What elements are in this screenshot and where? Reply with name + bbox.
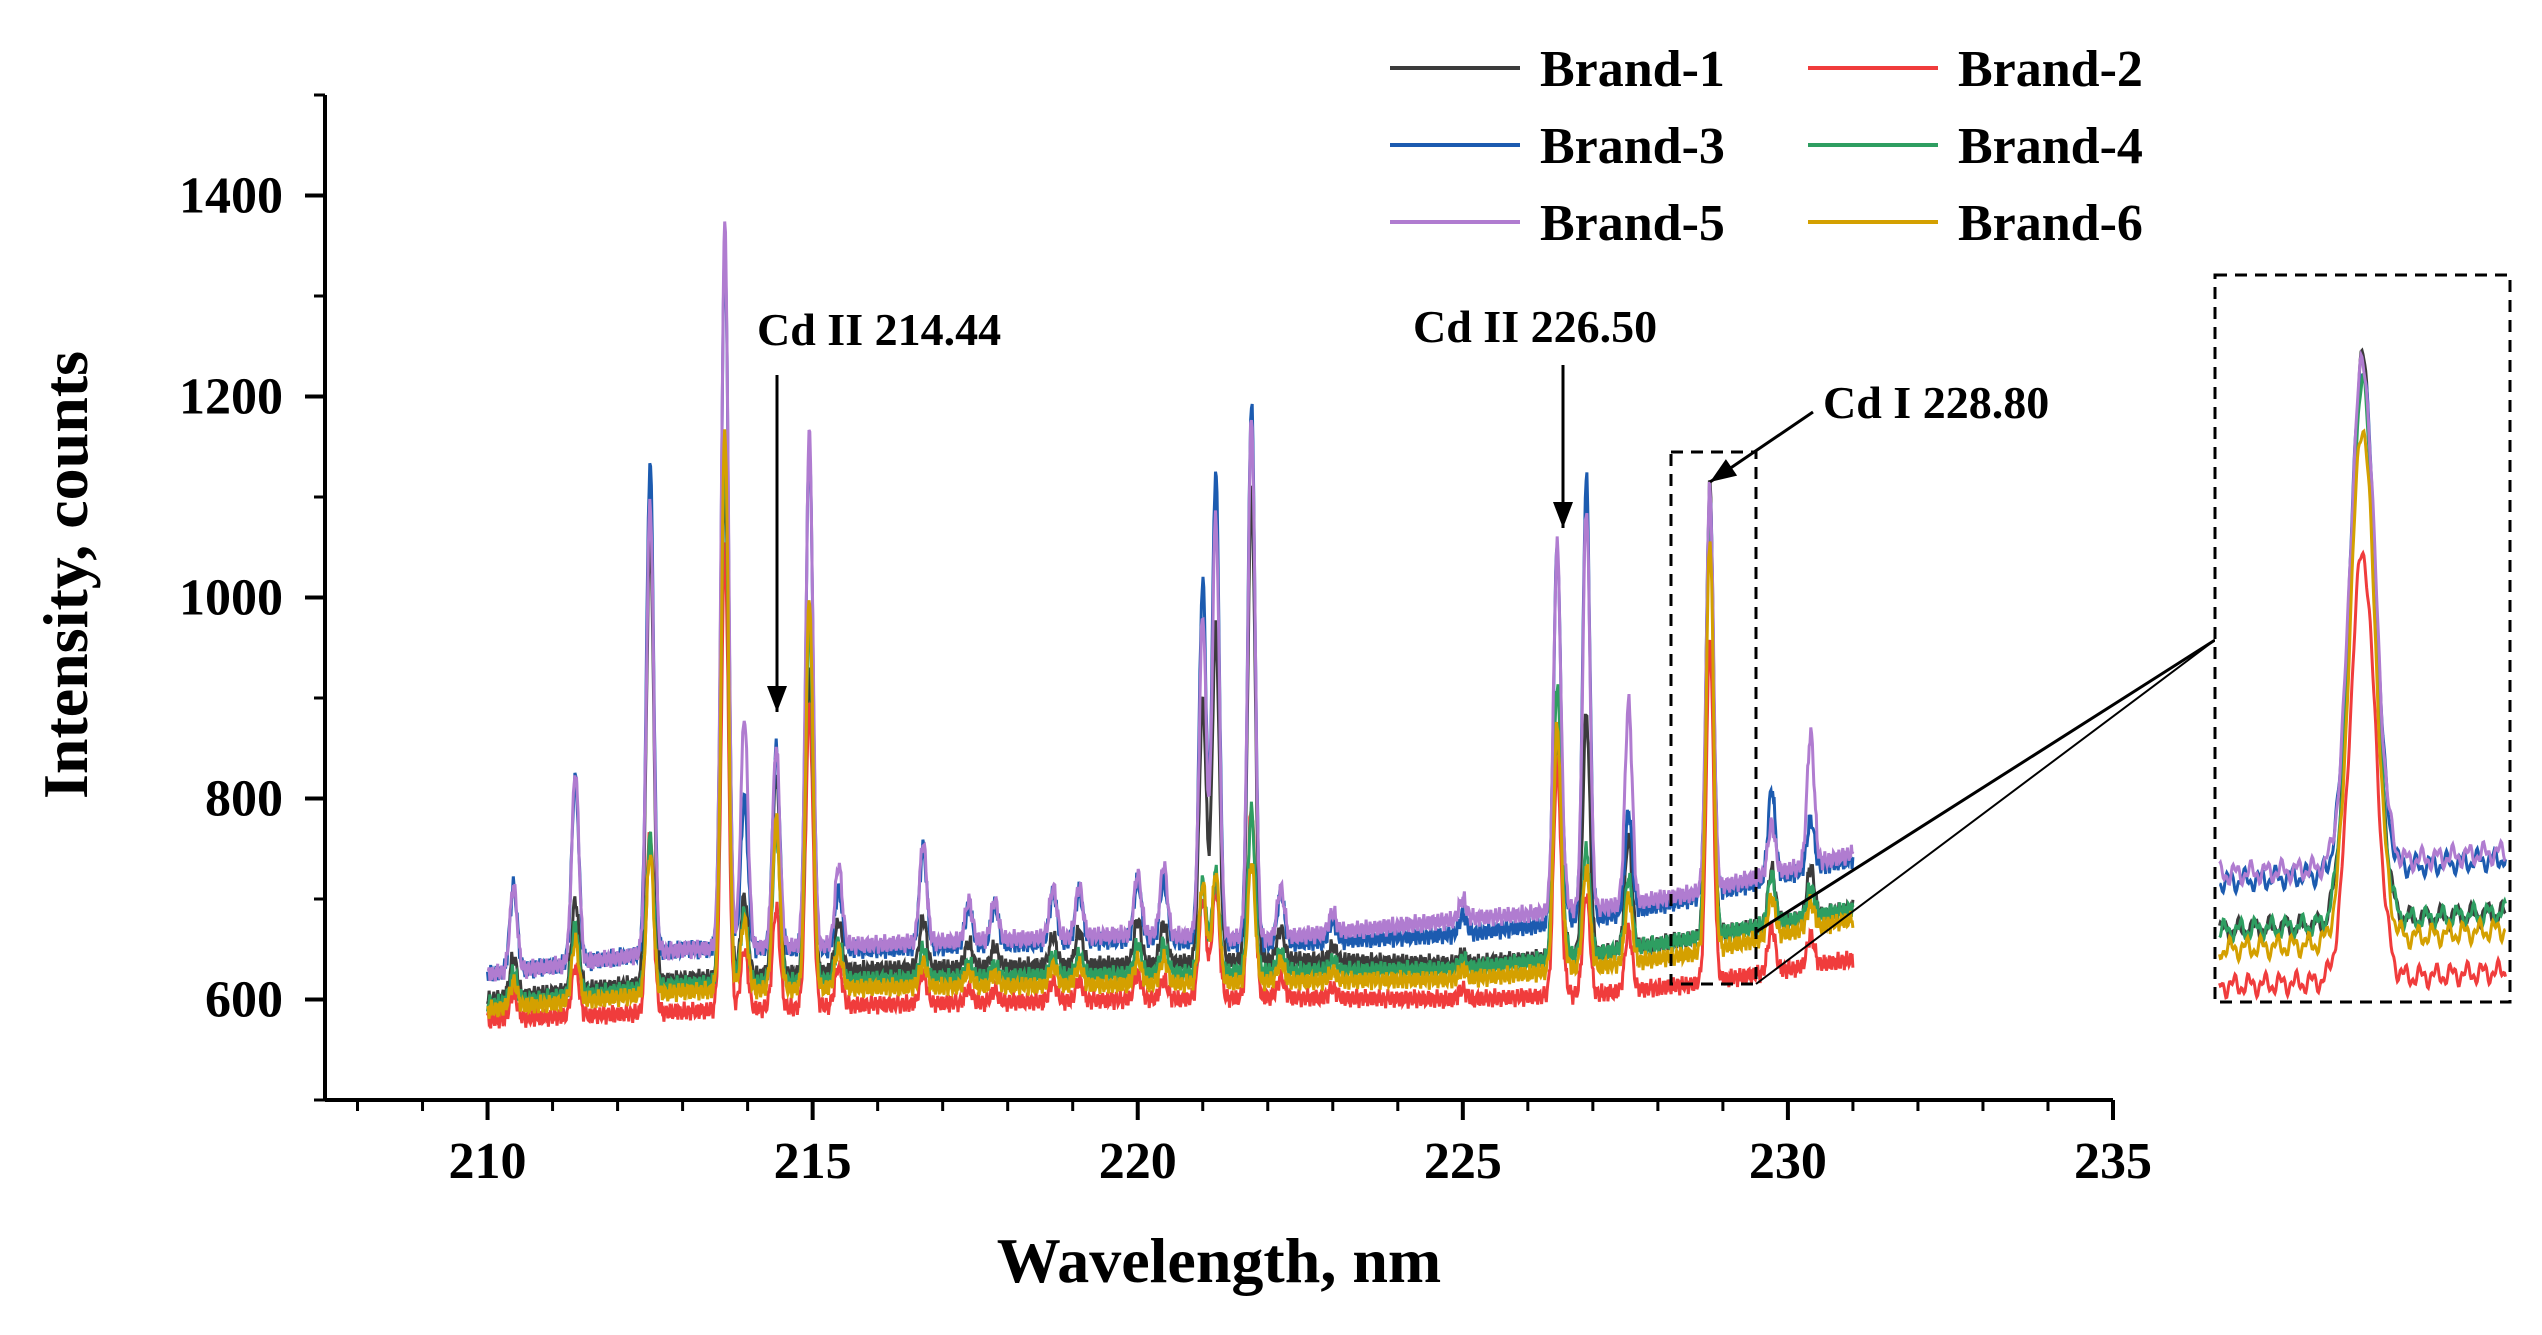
x-tick-label: 215: [774, 1133, 852, 1190]
inset-line-brand-6: [2218, 428, 2507, 966]
legend-label: Brand-6: [1958, 195, 2143, 252]
zoom-connector-bottom: [1755, 639, 2216, 985]
annotation-label: Cd II 214.44: [757, 304, 1001, 355]
y-tick-label: 1000: [179, 570, 283, 627]
plot-area: [486, 221, 1855, 1029]
y-tick-label: 600: [205, 972, 283, 1029]
y-tick-label: 800: [205, 771, 283, 828]
annotations: Cd II 214.44 Cd II 226.50 Cd I 228.80: [757, 301, 2049, 712]
x-tick-label: 235: [2074, 1133, 2152, 1190]
legend-label: Brand-2: [1958, 41, 2143, 98]
x-tick-label: 220: [1099, 1133, 1177, 1190]
x-tick-label: 225: [1424, 1133, 1502, 1190]
inset-line-brand-2: [2218, 549, 2507, 1001]
legend-label: Brand-4: [1958, 118, 2143, 175]
y-axis-title: Intensity, counts: [30, 351, 101, 799]
x-tick-label: 210: [449, 1133, 527, 1190]
series-line-brand-6: [486, 429, 1855, 1019]
annotation-arrowhead: [767, 686, 787, 712]
annotation-arrowhead: [1710, 459, 1738, 482]
y-tick-label: 1400: [179, 168, 283, 225]
annotation-label: Cd I 228.80: [1823, 377, 2049, 428]
annotation-arrowhead: [1553, 502, 1573, 528]
legend-label: Brand-3: [1540, 118, 1725, 175]
inset-plot: [2218, 347, 2507, 1001]
legend-label: Brand-1: [1540, 41, 1725, 98]
legend-label: Brand-5: [1540, 195, 1725, 252]
inset-line-brand-5: [2218, 349, 2507, 889]
x-axis-title: Wavelength, nm: [997, 1225, 1441, 1296]
legend: Brand-1 Brand-2 Brand-3 Brand-4 Brand-5 Brand…: [1390, 41, 2143, 252]
y-tick-label: 1200: [179, 369, 283, 426]
inset-box: [2213, 273, 2512, 1004]
series-line-brand-5: [486, 221, 1855, 982]
zoom-region-box: [1669, 450, 1758, 986]
x-tick-label: 230: [1749, 1133, 1827, 1190]
series-line-brand-3: [486, 253, 1855, 982]
inset-line-brand-4: [2218, 371, 2507, 947]
annotation-label: Cd II 226.50: [1413, 301, 1657, 352]
axis-ticks: 210 215 220 225 230 235 600 800 1000 1200 1400: [179, 93, 2152, 1190]
series-line-brand-2: [486, 542, 1855, 1029]
zoom-connector-top: [1755, 638, 2216, 934]
